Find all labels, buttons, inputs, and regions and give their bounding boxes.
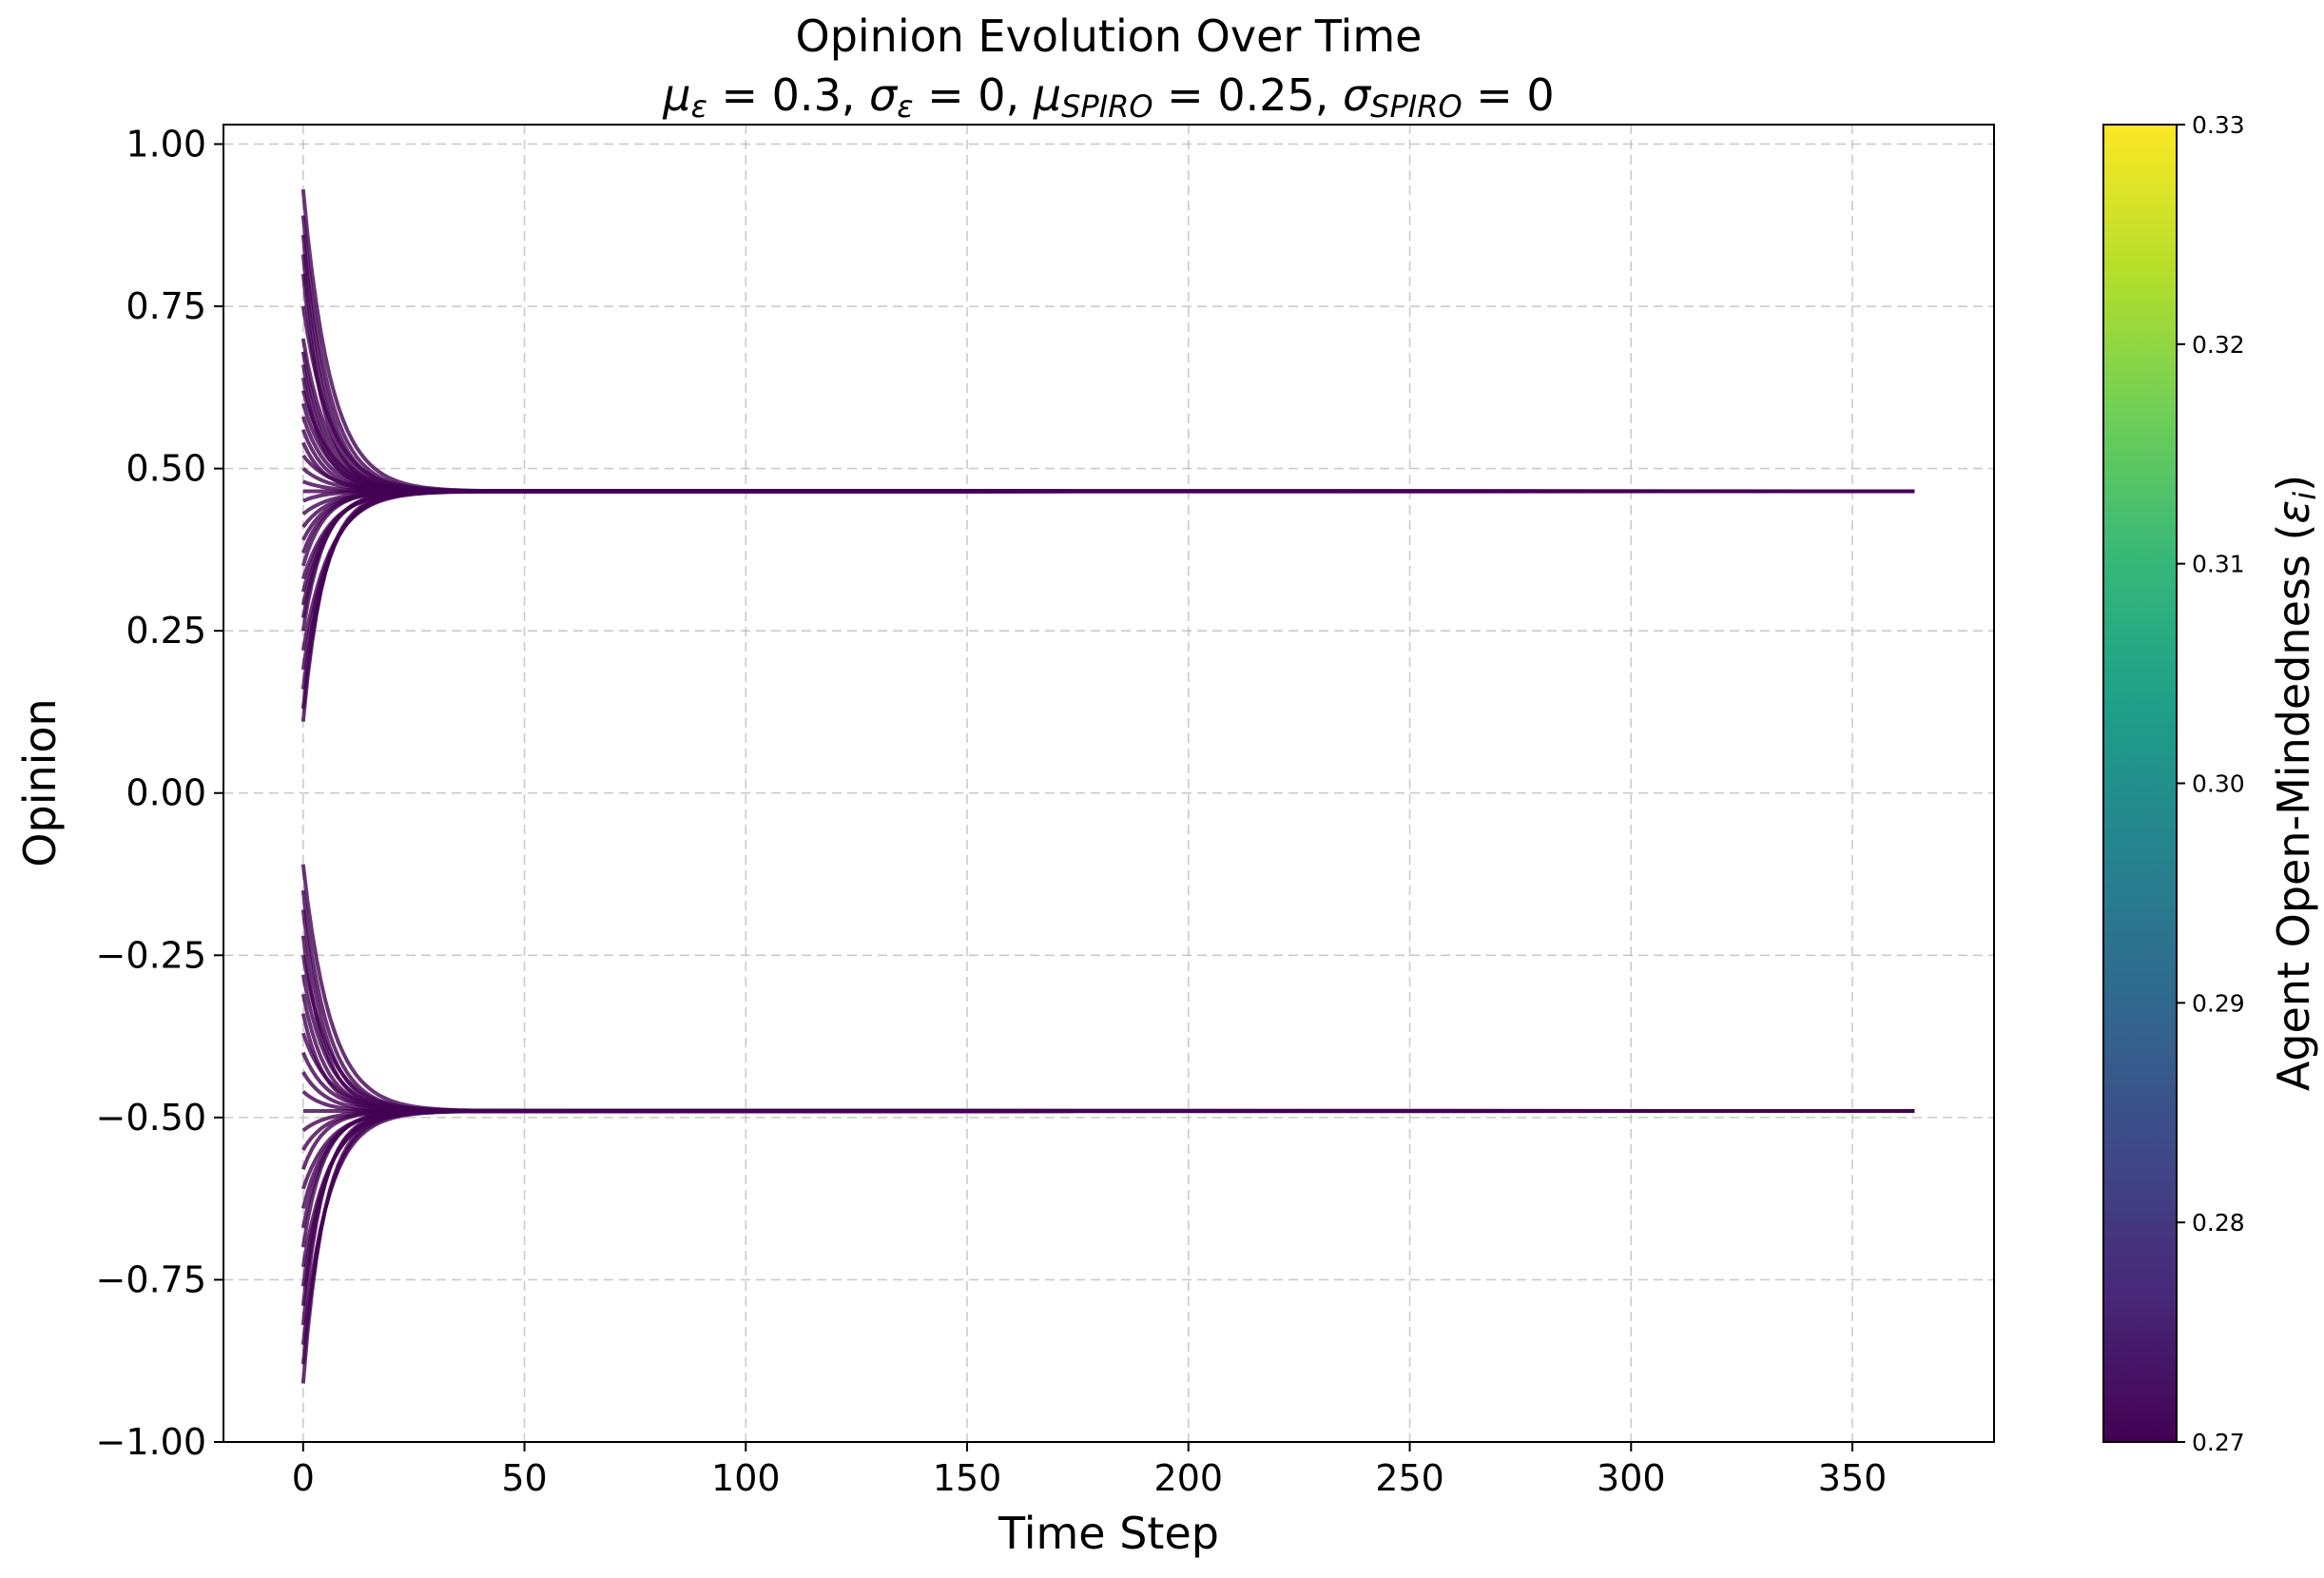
opinion-trajectory-line [300, 1032, 1915, 1113]
y-tick-label: −0.25 [96, 934, 206, 976]
opinion-trajectory-line [301, 467, 1915, 494]
opinion-trajectory-line [300, 1109, 1915, 1171]
opinion-trajectories [300, 189, 1915, 1384]
opinion-trajectory-line [300, 1109, 1915, 1268]
opinion-trajectory-line [300, 189, 1915, 494]
opinion-trajectory-line [300, 1109, 1915, 1190]
opinion-trajectory-line [301, 1071, 1915, 1113]
grid-lines [223, 125, 1994, 1443]
y-tick-label: 0.50 [126, 448, 206, 490]
colorbar-tick-label: 0.29 [2192, 989, 2245, 1017]
chart-title: Opinion Evolution Over Time [796, 10, 1423, 62]
opinion-trajectory-line [300, 489, 1915, 671]
opinion-trajectory-line [300, 489, 1915, 651]
opinion-trajectory-line [300, 1109, 1915, 1365]
opinion-trajectory-line [300, 489, 1915, 580]
opinion-trajectory-line [300, 351, 1915, 494]
opinion-trajectory-line [300, 428, 1915, 494]
x-tick-label: 150 [933, 1457, 1002, 1499]
colorbar-tick-label: 0.30 [2192, 770, 2245, 798]
opinion-trajectory-line [301, 1109, 1915, 1133]
opinion-trajectory-line [300, 402, 1915, 494]
opinion-trajectory-line [300, 1109, 1915, 1229]
plot-frame [223, 124, 1995, 1443]
opinion-trajectory-line [300, 489, 1915, 632]
y-tick-label: 0.75 [126, 285, 206, 327]
colorbar-tick-label: 0.27 [2192, 1429, 2245, 1456]
opinion-trajectory-line [300, 305, 1915, 494]
opinion-trajectory-line [300, 1109, 1915, 1306]
x-tick-label: 50 [501, 1457, 547, 1499]
opinion-trajectory-line [300, 489, 1915, 710]
opinion-trajectory-line [300, 993, 1915, 1113]
opinion-trajectory-line [300, 909, 1915, 1113]
colorbar-tick-label: 0.33 [2192, 111, 2245, 139]
opinion-trajectory-line [300, 489, 1915, 618]
x-tick-label: 350 [1818, 1457, 1888, 1499]
colorbar [2102, 124, 2178, 1443]
opinion-trajectory-line [301, 489, 1915, 541]
y-tick-label: −0.50 [96, 1097, 206, 1139]
opinion-trajectory-line [300, 390, 1915, 494]
opinion-trajectory-line [300, 215, 1915, 494]
opinion-trajectory-line [300, 441, 1915, 494]
colorbar-tick-label: 0.28 [2192, 1209, 2245, 1237]
opinion-trajectory-line [300, 489, 1915, 606]
opinion-trajectory-line [300, 489, 1915, 722]
x-tick-label: 300 [1597, 1457, 1666, 1499]
opinion-trajectory-line [300, 1109, 1915, 1287]
y-axis: 1.00 0.75 0.50 0.25 0.00 −0.25 −0.50 −0.75 −1.00 [96, 123, 223, 1463]
y-tick-label: 0.25 [126, 610, 206, 652]
chart-subtitle: με = 0.3, σε = 0, μSPIRO = 0.25, σSPIRO … [662, 69, 1554, 125]
y-tick-label: 1.00 [126, 123, 206, 165]
colorbar-tick-label: 0.32 [2192, 331, 2245, 359]
opinion-trajectory-line [300, 1109, 1915, 1384]
x-axis: 0 50 100 150 200 250 300 350 [292, 1442, 1888, 1499]
colorbar-axis: 0.27 0.28 0.29 0.30 0.31 0.32 0.33 [2177, 111, 2245, 1456]
opinion-trajectory-line [301, 489, 1915, 516]
opinion-trajectory-line [300, 1109, 1915, 1248]
opinion-trajectory-line [301, 489, 1915, 529]
x-tick-label: 0 [292, 1457, 315, 1499]
opinion-trajectory-line [300, 234, 1915, 494]
opinion-trajectory-line [300, 254, 1915, 494]
opinion-trajectory-line [300, 1109, 1915, 1345]
opinion-trajectory-line [300, 954, 1915, 1113]
opinion-trajectory-line [300, 489, 1915, 555]
opinion-trajectory-line [300, 1013, 1915, 1113]
opinion-trajectory-line [300, 489, 1915, 567]
opinion-trajectory-line [300, 935, 1915, 1113]
opinion-trajectory-line [300, 489, 1915, 593]
opinion-trajectory-line [300, 416, 1915, 494]
opinion-trajectory-line [301, 454, 1915, 494]
x-axis-title: Time Step [997, 1508, 1219, 1559]
colorbar-tick-label: 0.31 [2192, 551, 2245, 578]
y-tick-label: −0.75 [96, 1258, 206, 1300]
opinion-trajectory-line [300, 864, 1915, 1113]
x-tick-label: 200 [1154, 1457, 1224, 1499]
colorbar-label: Agent Open-Mindedness (εi) [2268, 475, 2323, 1091]
opinion-trajectory-line [300, 377, 1915, 494]
x-tick-label: 250 [1375, 1457, 1444, 1499]
opinion-trajectory-line [300, 489, 1915, 690]
opinion-trajectory-line [300, 974, 1915, 1113]
y-tick-label: −1.00 [96, 1421, 206, 1463]
opinion-trajectory-line [300, 889, 1915, 1113]
y-axis-title: Opinion [14, 698, 66, 867]
opinion-trajectory-line [300, 1109, 1915, 1326]
x-tick-label: 100 [711, 1457, 781, 1499]
opinion-trajectory-line [301, 1090, 1915, 1113]
opinion-trajectory-line [300, 1109, 1915, 1209]
y-tick-label: 0.00 [126, 772, 206, 814]
opinion-trajectory-line [300, 364, 1915, 494]
opinion-trajectory-line [300, 1051, 1915, 1113]
